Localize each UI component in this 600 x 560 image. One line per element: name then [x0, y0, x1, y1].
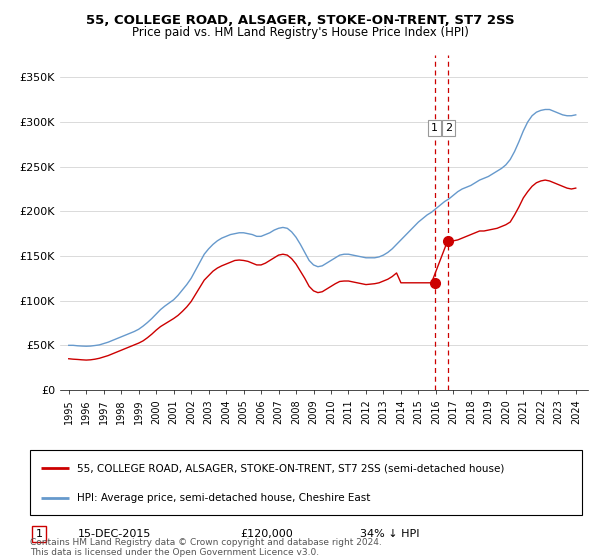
Text: £120,000: £120,000	[240, 529, 293, 539]
Text: Contains HM Land Registry data © Crown copyright and database right 2024.
This d: Contains HM Land Registry data © Crown c…	[30, 538, 382, 557]
Text: 34% ↓ HPI: 34% ↓ HPI	[360, 529, 419, 539]
Text: 2: 2	[445, 123, 452, 133]
Text: 1: 1	[35, 529, 43, 539]
Text: HPI: Average price, semi-detached house, Cheshire East: HPI: Average price, semi-detached house,…	[77, 493, 370, 503]
Text: 1: 1	[431, 123, 438, 133]
Text: 55, COLLEGE ROAD, ALSAGER, STOKE-ON-TRENT, ST7 2SS: 55, COLLEGE ROAD, ALSAGER, STOKE-ON-TREN…	[86, 14, 514, 27]
Text: 15-DEC-2015: 15-DEC-2015	[78, 529, 151, 539]
Text: 55, COLLEGE ROAD, ALSAGER, STOKE-ON-TRENT, ST7 2SS (semi-detached house): 55, COLLEGE ROAD, ALSAGER, STOKE-ON-TREN…	[77, 463, 504, 473]
Text: Price paid vs. HM Land Registry's House Price Index (HPI): Price paid vs. HM Land Registry's House …	[131, 26, 469, 39]
